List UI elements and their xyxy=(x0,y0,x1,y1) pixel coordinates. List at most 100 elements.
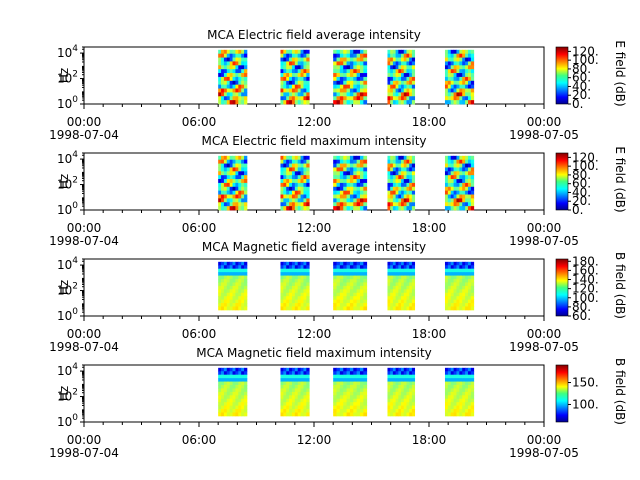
spectrogram-cell xyxy=(459,402,463,407)
spectrogram-cell xyxy=(470,57,475,62)
spectrogram-cell xyxy=(447,367,452,372)
spectrogram-cell xyxy=(392,378,397,382)
spectrogram-cell xyxy=(395,279,399,283)
spectrogram-cell xyxy=(221,155,225,161)
spectrogram-cell xyxy=(226,76,231,82)
spectrogram-cell xyxy=(221,182,225,188)
spectrogram-cell xyxy=(360,73,364,78)
spectrogram-cell xyxy=(459,381,463,386)
spectrogram-cell xyxy=(232,306,236,311)
spectrogram-cell xyxy=(346,53,351,58)
spectrogram-cell xyxy=(223,289,228,294)
spectrogram-cell xyxy=(286,57,290,62)
spectrogram-cell xyxy=(453,292,457,297)
spectrogram-cell xyxy=(221,80,225,86)
spectrogram-cell xyxy=(244,374,248,379)
spectrogram-cell xyxy=(462,398,466,403)
spectrogram-cell xyxy=(349,385,354,389)
spectrogram-cell xyxy=(467,261,472,266)
spectrogram-cell xyxy=(398,92,402,97)
spectrogram-cell xyxy=(303,265,307,270)
spectrogram-cell xyxy=(339,100,344,105)
x-tick-date: 1998-07-04 xyxy=(49,128,119,142)
spectrogram-cell xyxy=(401,296,405,301)
spectrogram-cell xyxy=(447,378,452,382)
spectrogram-cell xyxy=(306,385,310,389)
x-tick-label: 06:00 xyxy=(182,221,217,235)
spectrogram-cell xyxy=(346,385,351,389)
spectrogram-cell xyxy=(223,186,228,192)
spectrogram-cell xyxy=(336,292,341,297)
spectrogram-cell xyxy=(409,57,413,62)
spectrogram-cell xyxy=(297,76,301,82)
spectrogram-cell xyxy=(356,265,361,270)
spectrogram-cell xyxy=(283,289,287,294)
y-tick-exponent: 2 xyxy=(72,388,78,398)
spectrogram-cell xyxy=(297,167,301,172)
spectrogram-cell xyxy=(467,374,472,379)
spectrogram-cell xyxy=(363,395,368,400)
spectrogram-cell xyxy=(283,53,287,58)
spectrogram-cell xyxy=(403,96,407,101)
spectrogram-cell xyxy=(453,371,457,376)
spectrogram-cell xyxy=(283,182,287,188)
spectrogram-cell xyxy=(447,272,452,276)
spectrogram-cell xyxy=(303,49,307,55)
spectrogram-cell xyxy=(465,182,469,188)
spectrogram-cell xyxy=(297,202,301,207)
spectrogram-cell xyxy=(406,371,410,376)
spectrogram-cell xyxy=(244,80,248,86)
spectrogram-cell xyxy=(303,88,307,93)
spectrogram-cell xyxy=(339,405,344,410)
spectrogram-cell xyxy=(286,155,290,161)
spectrogram-cell xyxy=(395,391,399,396)
spectrogram-cell xyxy=(395,409,399,413)
colorbar-tick-label: 20. xyxy=(572,194,591,208)
spectrogram-cell xyxy=(294,155,299,161)
spectrogram-cell xyxy=(465,198,469,203)
spectrogram-cell xyxy=(456,279,460,283)
spectrogram-cell xyxy=(343,159,347,164)
spectrogram-cell xyxy=(241,198,245,203)
spectrogram-cell xyxy=(297,391,301,396)
spectrogram-cell xyxy=(300,198,304,203)
spectrogram-cell xyxy=(300,88,304,93)
spectrogram-cell xyxy=(286,385,290,389)
spectrogram-cell xyxy=(306,391,310,396)
spectrogram-cell xyxy=(447,279,452,283)
spectrogram-cell xyxy=(462,289,466,294)
spectrogram-cell xyxy=(356,275,361,280)
spectrogram-cell xyxy=(297,198,301,203)
spectrogram-cell xyxy=(297,272,301,276)
spectrogram-cell xyxy=(229,296,233,301)
spectrogram-cell xyxy=(289,391,293,396)
spectrogram-cell xyxy=(453,285,457,290)
spectrogram-cell xyxy=(356,261,361,266)
spectrogram-cell xyxy=(218,171,222,176)
spectrogram-cell xyxy=(387,402,391,407)
spectrogram-cell xyxy=(336,296,341,301)
spectrogram-cell xyxy=(343,265,347,270)
spectrogram-cell xyxy=(244,398,248,403)
spectrogram-cell xyxy=(300,202,304,207)
spectrogram-cell xyxy=(300,409,304,413)
spectrogram-cell xyxy=(294,378,299,382)
spectrogram-cell xyxy=(226,171,231,176)
colorbar-tick-label: 180. xyxy=(572,254,599,268)
spectrogram-cell xyxy=(447,261,452,266)
spectrogram-cell xyxy=(398,378,402,382)
spectrogram-cell xyxy=(333,292,337,297)
spectrogram-cell xyxy=(235,179,239,184)
spectrogram-cell xyxy=(356,198,361,203)
y-tick-label: 100 xyxy=(57,201,78,217)
spectrogram-cell xyxy=(241,155,245,161)
spectrogram-cell xyxy=(360,179,364,184)
spectrogram-cell xyxy=(235,296,239,301)
spectrogram-cell xyxy=(450,100,454,105)
spectrogram-cell xyxy=(403,167,407,172)
spectrogram-cell xyxy=(392,155,397,161)
spectrogram-cell xyxy=(387,96,391,101)
spectrogram-cell xyxy=(343,190,347,195)
spectrogram-cell xyxy=(238,296,242,301)
spectrogram-cell xyxy=(459,159,463,164)
